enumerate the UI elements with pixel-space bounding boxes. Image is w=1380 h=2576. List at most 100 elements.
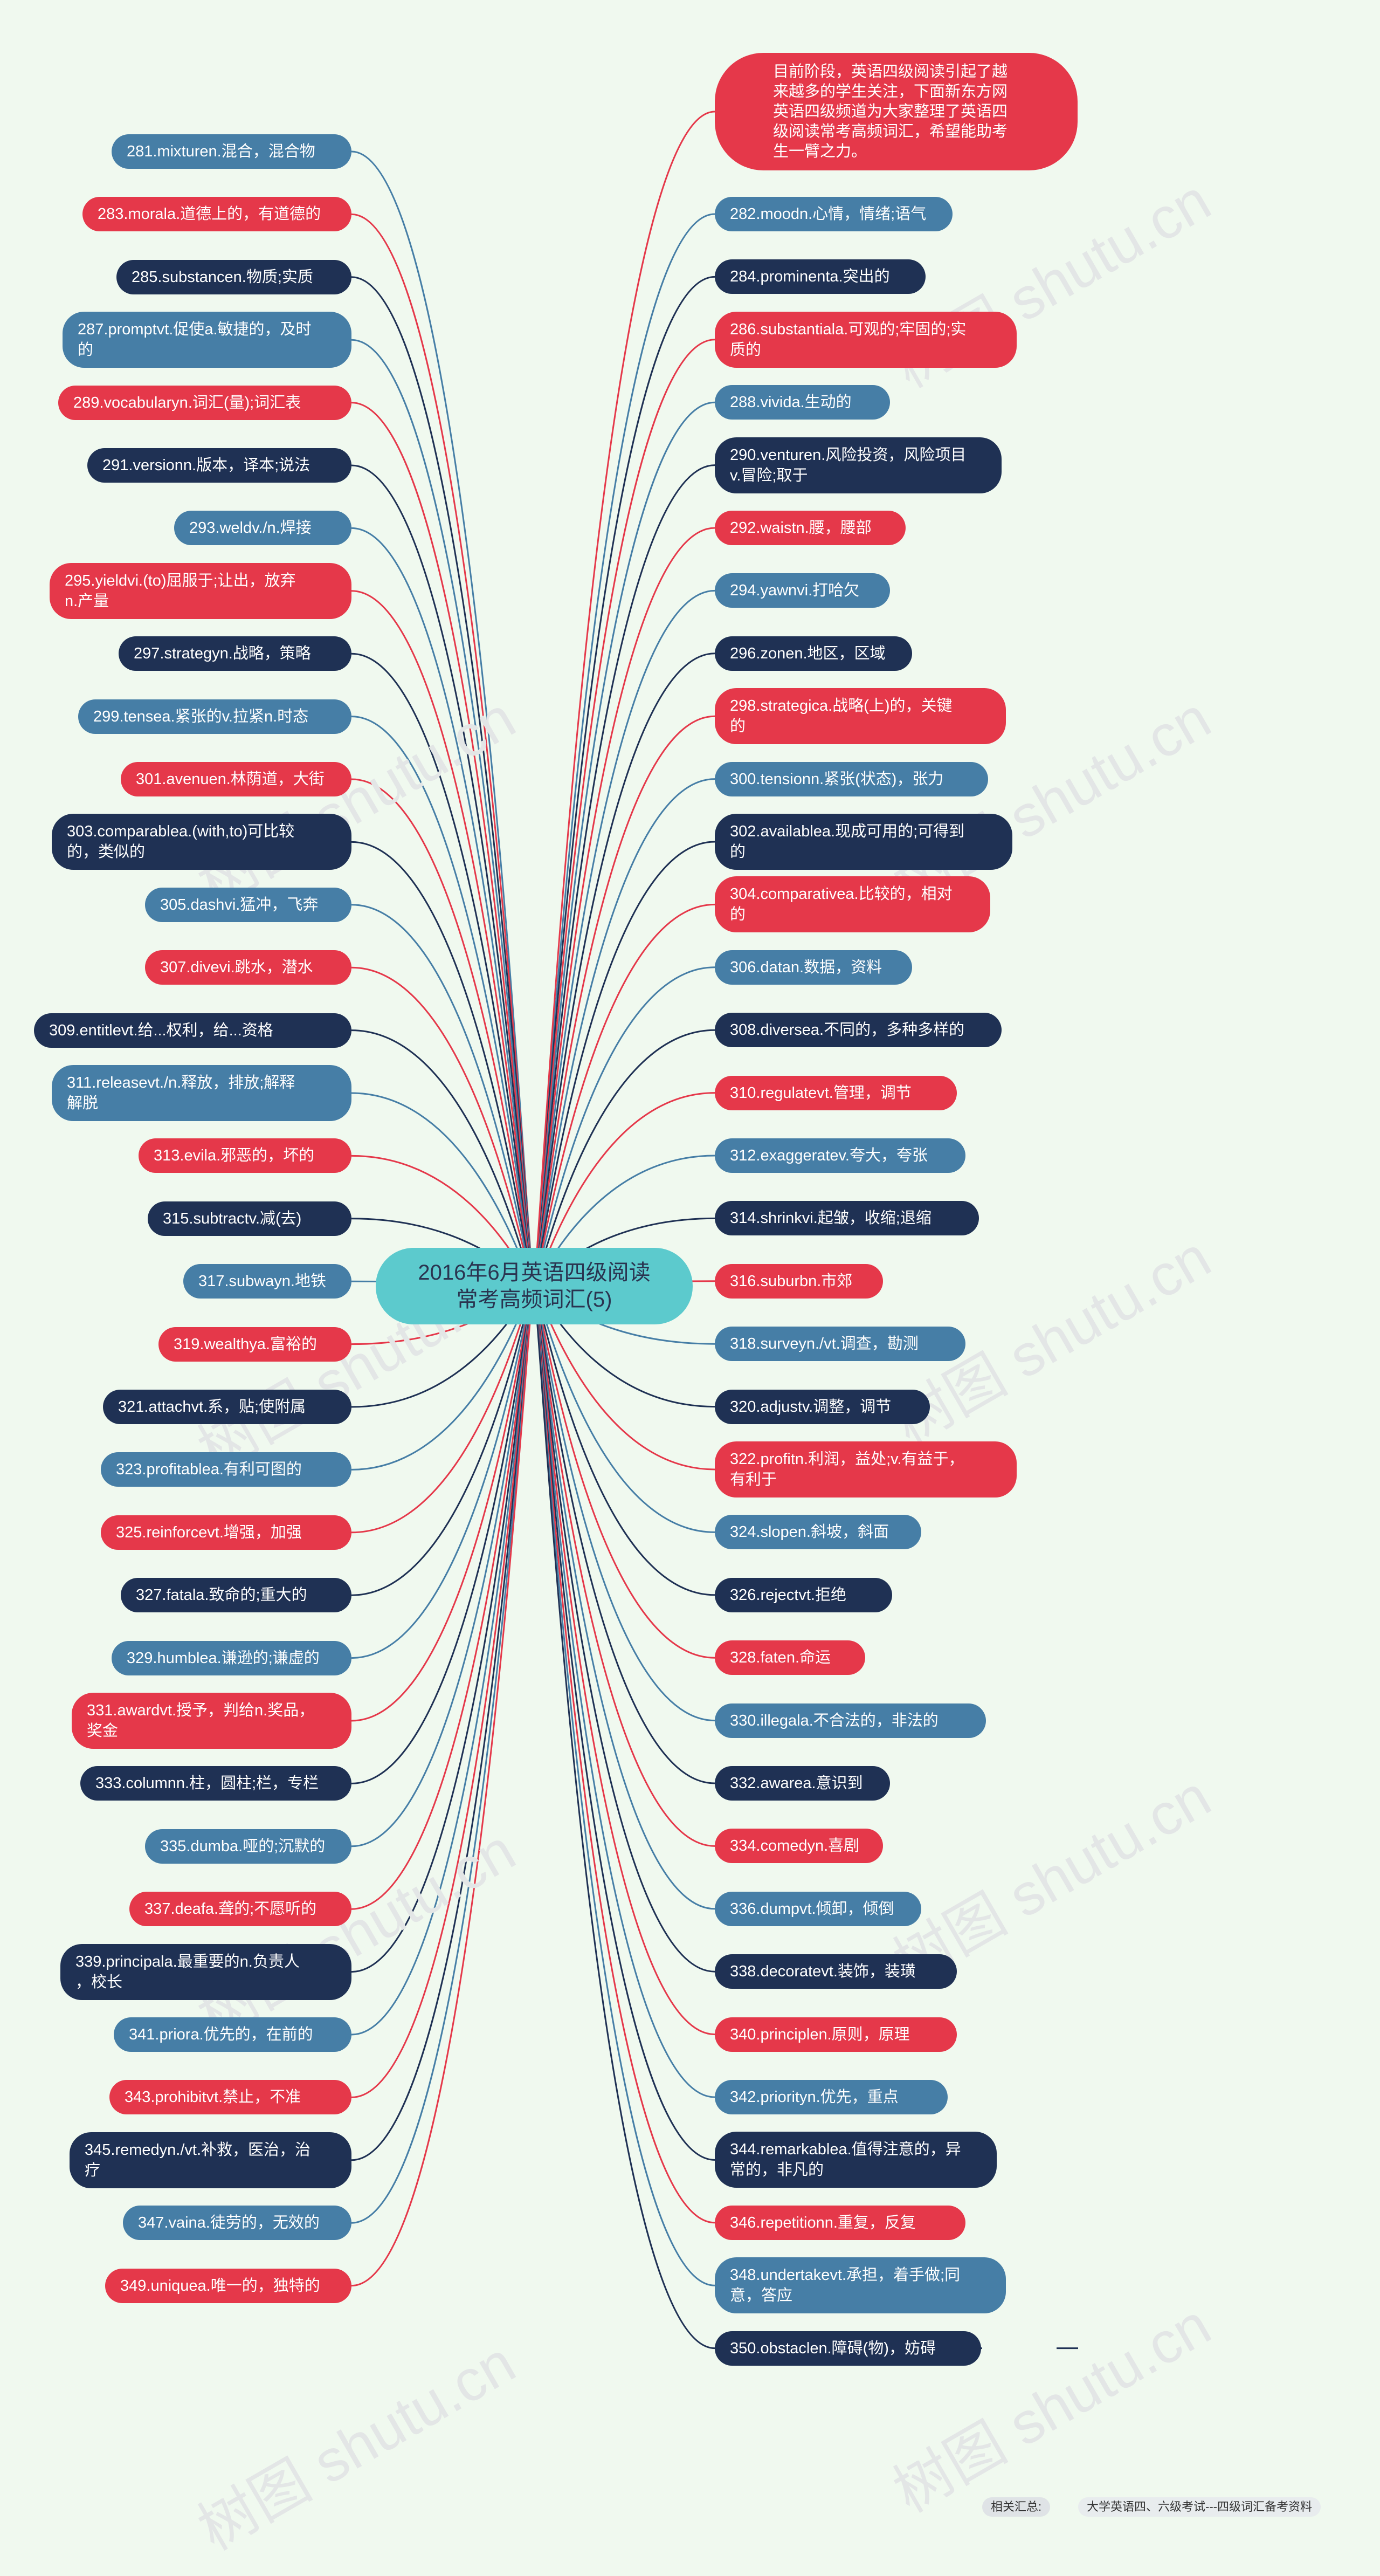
- word-node[interactable]: 301.avenuen.林荫道，大街: [121, 762, 351, 796]
- word-node[interactable]: 298.strategica.战略(上)的，关键的: [715, 688, 1006, 745]
- word-node-text: 322.profitn.利润，益处;v.有益于， 有利于: [730, 1449, 964, 1490]
- word-node-text: 350.obstaclen.障碍(物)，妨碍: [730, 2338, 936, 2359]
- word-node[interactable]: 318.surveyn./vt.调查，勘测: [715, 1327, 965, 1362]
- word-node[interactable]: 338.decoratevt.装饰，装璜: [715, 1954, 957, 1989]
- word-node[interactable]: 310.regulatevt.管理，调节: [715, 1075, 957, 1110]
- word-node[interactable]: 343.prohibitvt.禁止，不准: [109, 2080, 351, 2115]
- word-line: 347.vaina.徒劳的，无效的: [138, 2214, 320, 2232]
- word-node[interactable]: 339.principala.最重要的n.负责人 ，校长: [60, 1943, 351, 2000]
- word-node[interactable]: 302.availablea.现成可用的;可得到的: [715, 814, 1012, 870]
- word-node-text: 348.undertakevt.承担，着手做;同 意，答应: [730, 2265, 960, 2306]
- word-node-text: 282.moodn.心情，情绪;语气: [730, 204, 926, 224]
- word-node[interactable]: 306.datan.数据，资料: [715, 950, 912, 985]
- word-node[interactable]: 319.wealthya.富裕的: [158, 1327, 351, 1362]
- word-line: 298.strategica.战略(上)的，关键: [730, 697, 953, 715]
- word-node[interactable]: 315.subtractv.减(去): [148, 1201, 351, 1236]
- word-node[interactable]: 333.columnn.柱，圆柱;栏，专栏: [80, 1766, 351, 1801]
- word-node-text: 299.tensea.紧张的v.拉紧n.时态: [93, 706, 308, 727]
- word-node[interactable]: 295.yieldvi.(to)屈服于;让出，放弃 n.产量: [50, 562, 351, 619]
- word-node[interactable]: 283.morala.道德上的，有道德的: [82, 197, 351, 232]
- word-line: 290.venturen.风险投资，风险项目: [730, 446, 967, 464]
- word-node[interactable]: 334.comedyn.喜剧: [715, 1829, 883, 1864]
- word-node-text: 311.releasevt./n.释放，排放;解释 解脱: [67, 1073, 295, 1114]
- word-line: 332.awarea.意识到: [730, 1775, 863, 1792]
- word-node[interactable]: 296.zonen.地区，区域: [715, 636, 912, 671]
- word-node[interactable]: 316.suburbn.市郊: [715, 1263, 883, 1299]
- root-topic[interactable]: 2016年6月英语四级阅读 常考高频词汇(5): [376, 1248, 693, 1324]
- word-node[interactable]: 329.humblea.谦逊的;谦虚的: [112, 1640, 351, 1675]
- word-node[interactable]: 290.venturen.风险投资，风险项目 v.冒险;取于: [715, 437, 1002, 493]
- related-label: 相关汇总:: [982, 2497, 1051, 2517]
- word-node-text: 333.columnn.柱，圆柱;栏，专栏: [95, 1773, 319, 1794]
- word-node[interactable]: 299.tensea.紧张的v.拉紧n.时态: [78, 699, 351, 734]
- word-node[interactable]: 331.awardvt.授予，判给n.奖品， 奖金: [72, 1693, 351, 1749]
- word-node[interactable]: 348.undertakevt.承担，着手做;同 意，答应: [715, 2257, 1006, 2314]
- word-node[interactable]: 307.divevi.跳水，潜水: [145, 950, 351, 985]
- word-node[interactable]: 281.mixturen.混合，混合物: [112, 134, 351, 169]
- word-node[interactable]: 285.substancen.物质;实质: [116, 259, 351, 294]
- word-node-text: 301.avenuen.林荫道，大街: [136, 769, 325, 789]
- word-node[interactable]: 291.versionn.版本，译本;说法: [87, 448, 351, 483]
- word-node[interactable]: 304.comparativea.比较的，相对的: [715, 876, 990, 933]
- word-node[interactable]: 293.weldv./n.焊接: [174, 511, 351, 546]
- word-node[interactable]: 282.moodn.心情，情绪;语气: [715, 197, 953, 231]
- word-node[interactable]: 349.uniquea.唯一的，独特的: [105, 2268, 351, 2303]
- word-node[interactable]: 303.comparablea.(with,to)可比较 的，类似的: [52, 814, 351, 870]
- word-node[interactable]: 289.vocabularyn.词汇(量);词汇表: [58, 385, 351, 420]
- word-node[interactable]: 337.deafa.聋的;不愿听的: [129, 1892, 351, 1927]
- word-node[interactable]: 317.subwayn.地铁: [183, 1264, 351, 1299]
- word-node[interactable]: 320.adjustv.调整，调节: [715, 1389, 930, 1424]
- word-node[interactable]: 323.profitablea.有利可图的: [101, 1452, 351, 1487]
- word-node[interactable]: 324.slopen.斜坡，斜面: [715, 1515, 921, 1550]
- word-node[interactable]: 313.evila.邪恶的，坏的: [139, 1138, 351, 1173]
- word-node-text: 315.subtractv.减(去): [163, 1208, 301, 1229]
- word-line: 304.comparativea.比较的，相对: [730, 885, 953, 903]
- word-node[interactable]: 330.illegala.不合法的，非法的: [715, 1703, 986, 1738]
- word-line: 的: [730, 843, 746, 861]
- word-node[interactable]: 340.principlen.原则，原理: [715, 2017, 957, 2052]
- word-node[interactable]: 294.yawnvi.打哈欠: [715, 573, 890, 608]
- word-node[interactable]: 336.dumpvt.倾卸，倾倒: [715, 1891, 921, 1926]
- word-node[interactable]: 341.priora.优先的，在前的: [114, 2017, 351, 2052]
- word-line: 291.versionn.版本，译本;说法: [102, 457, 310, 474]
- word-node[interactable]: 288.vivida.生动的: [715, 385, 890, 420]
- word-node-text: 295.yieldvi.(to)屈服于;让出，放弃 n.产量: [65, 571, 296, 612]
- word-node-text: 328.faten.命运: [730, 1647, 831, 1668]
- word-node[interactable]: 342.priorityn.优先，重点: [715, 2080, 948, 2114]
- word-line: 324.slopen.斜坡，斜面: [730, 1523, 889, 1541]
- word-node[interactable]: 300.tensionn.紧张(状态)，张力: [715, 761, 988, 796]
- intro-node[interactable]: 目前阶段，英语四级阅读引起了越 来越多的学生关注，下面新东方网 英语四级频道为大…: [715, 53, 1078, 170]
- word-node[interactable]: 309.entitlevt.给...权利，给...资格: [34, 1013, 351, 1048]
- word-node[interactable]: 287.promptvt.促使a.敏捷的，及时的: [63, 312, 351, 368]
- word-node[interactable]: 327.fatala.致命的;重大的: [121, 1578, 351, 1613]
- related-value[interactable]: 大学英语四、六级考试---四级词汇备考资料: [1078, 2497, 1321, 2517]
- word-node[interactable]: 325.reinforcevt.增强，加强: [101, 1515, 351, 1550]
- word-node[interactable]: 308.diversea.不同的，多种多样的: [715, 1013, 1002, 1048]
- word-node[interactable]: 328.faten.命运: [715, 1640, 865, 1675]
- word-node-text: 319.wealthya.富裕的: [174, 1334, 317, 1355]
- word-node[interactable]: 346.repetitionn.重复，反复: [715, 2205, 965, 2240]
- word-line: 331.awardvt.授予，判给n.奖品，: [87, 1702, 315, 1719]
- word-node[interactable]: 322.profitn.利润，益处;v.有益于， 有利于: [715, 1441, 1017, 1497]
- word-line: 320.adjustv.调整，调节: [730, 1398, 892, 1416]
- word-node[interactable]: 344.remarkablea.值得注意的，异 常的，非凡的: [715, 2132, 997, 2188]
- word-node[interactable]: 311.releasevt./n.释放，排放;解释 解脱: [52, 1065, 351, 1121]
- word-node[interactable]: 292.waistn.腰，腰部: [715, 511, 906, 545]
- word-node-text: 307.divevi.跳水，潜水: [160, 957, 313, 978]
- word-node[interactable]: 305.dashvi.猛冲，飞奔: [145, 887, 351, 922]
- word-node[interactable]: 347.vaina.徒劳的，无效的: [123, 2206, 351, 2241]
- word-node[interactable]: 321.attachvt.系，贴;使附属: [103, 1390, 351, 1424]
- word-node[interactable]: 284.prominenta.突出的: [715, 259, 926, 294]
- word-node[interactable]: 312.exaggeratev.夸大，夸张: [715, 1138, 965, 1173]
- word-line: 316.suburbn.市郊: [730, 1272, 853, 1290]
- word-node[interactable]: 326.rejectvt.拒绝: [715, 1577, 892, 1612]
- word-node[interactable]: 345.remedyn./vt.补救，医治，治疗: [70, 2132, 351, 2188]
- word-node[interactable]: 286.substantiala.可观的;牢固的;实 质的: [715, 311, 1017, 368]
- word-node[interactable]: 335.dumba.哑的;沉默的: [145, 1829, 351, 1864]
- word-node[interactable]: 350.obstaclen.障碍(物)，妨碍: [715, 2331, 981, 2366]
- word-node[interactable]: 332.awarea.意识到: [715, 1766, 890, 1801]
- word-node-text: 305.dashvi.猛冲，飞奔: [160, 895, 318, 915]
- word-node[interactable]: 314.shrinkvi.起皱，收缩;退缩: [715, 1201, 979, 1236]
- word-line: 312.exaggeratev.夸大，夸张: [730, 1147, 928, 1164]
- word-node[interactable]: 297.strategyn.战略，策略: [119, 636, 351, 671]
